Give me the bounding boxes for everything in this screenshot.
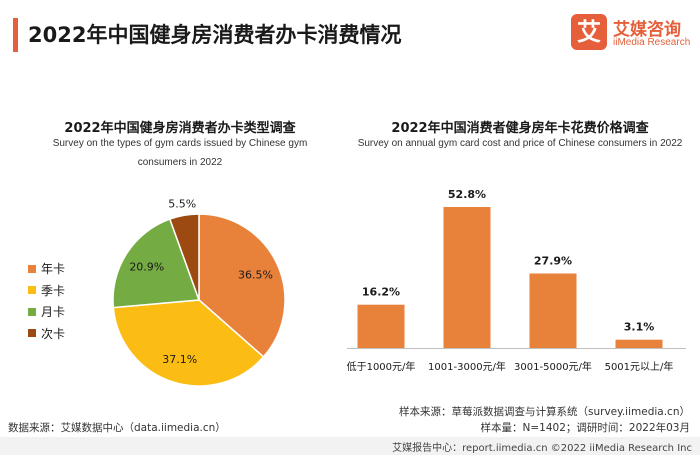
pie-slice (198, 213, 286, 358)
legend-swatch (28, 286, 36, 295)
pie-chart-title: 2022年中国健身房消费者办卡类型调查 (64, 121, 296, 136)
bar-category-label: 1001-3000元/年 (428, 360, 506, 373)
bar (443, 207, 491, 348)
bar-value-label: 3.1% (624, 321, 655, 334)
iimedia-logo: 艾 艾媒咨询 iiMedia Research (571, 14, 691, 56)
pie-legend: 年卡 季卡 月卡 次卡 (28, 258, 65, 344)
pie-value-label: 20.9% (129, 261, 164, 274)
sample-source: 样本来源：草莓派数据调查与计算系统（survey.iimedia.cn） (399, 406, 690, 418)
pie-value-label: 36.5% (238, 269, 273, 282)
bar (357, 304, 405, 348)
bar-chart-title: 2022年中国消费者健身房年卡花费价格调查 (391, 121, 649, 136)
data-source: 数据来源：艾媒数据中心（data.iimedia.cn） (8, 422, 226, 434)
bar-value-label: 27.9% (534, 255, 572, 268)
pie-chart-subtitle: Survey on the types of gym cards issued … (20, 134, 340, 172)
bar-category-label: 低于1000元/年 (347, 360, 416, 373)
legend-item-quarterly: 季卡 (28, 280, 65, 302)
pie-slice (112, 299, 265, 387)
logo-name-cn: 艾媒咨询 (613, 20, 681, 40)
legend-label: 月卡 (41, 305, 66, 320)
legend-item-per-visit: 次卡 (28, 323, 65, 345)
bar-value-label: 52.8% (448, 188, 486, 201)
legend-item-annual: 年卡 (28, 258, 65, 280)
legend-swatch (28, 307, 36, 316)
sample-size: 样本量：N=1402；调研时间：2022年03月 (480, 422, 690, 434)
pie-subtitle-line-2: consumers in 2022 (137, 157, 223, 168)
bar-category-label: 5001元以上/年 (605, 360, 674, 373)
legend-swatch (28, 264, 36, 273)
logo-mark: 艾 (571, 14, 607, 50)
bar (529, 273, 577, 348)
pie-subtitle-line-1: Survey on the types of gym cards issued … (52, 138, 308, 149)
pie-value-label: 37.1% (162, 353, 197, 366)
pie-slice (168, 213, 200, 301)
bar-chart-subtitle: Survey on annual gym card cost and price… (357, 138, 683, 149)
bar-category-label: 3001-5000元/年 (514, 360, 592, 373)
bar (615, 339, 663, 348)
footer-bar: 艾媒报告中心：report.iimedia.cn ©2022 iiMedia R… (0, 437, 700, 455)
title-accent-bar (13, 18, 18, 52)
page-title: 2022年中国健身房消费者办卡消费情况 (28, 23, 402, 47)
bar-value-label: 16.2% (362, 286, 400, 299)
logo-name-en: iiMedia Research (613, 37, 691, 48)
legend-swatch (28, 329, 36, 338)
legend-label: 季卡 (41, 283, 66, 298)
legend-label: 年卡 (41, 262, 66, 277)
legend-label: 次卡 (41, 326, 66, 341)
legend-item-monthly: 月卡 (28, 301, 65, 323)
footer-bar-text: 艾媒报告中心：report.iimedia.cn ©2022 iiMedia R… (392, 443, 692, 454)
pie-value-label: 5.5% (168, 198, 196, 211)
